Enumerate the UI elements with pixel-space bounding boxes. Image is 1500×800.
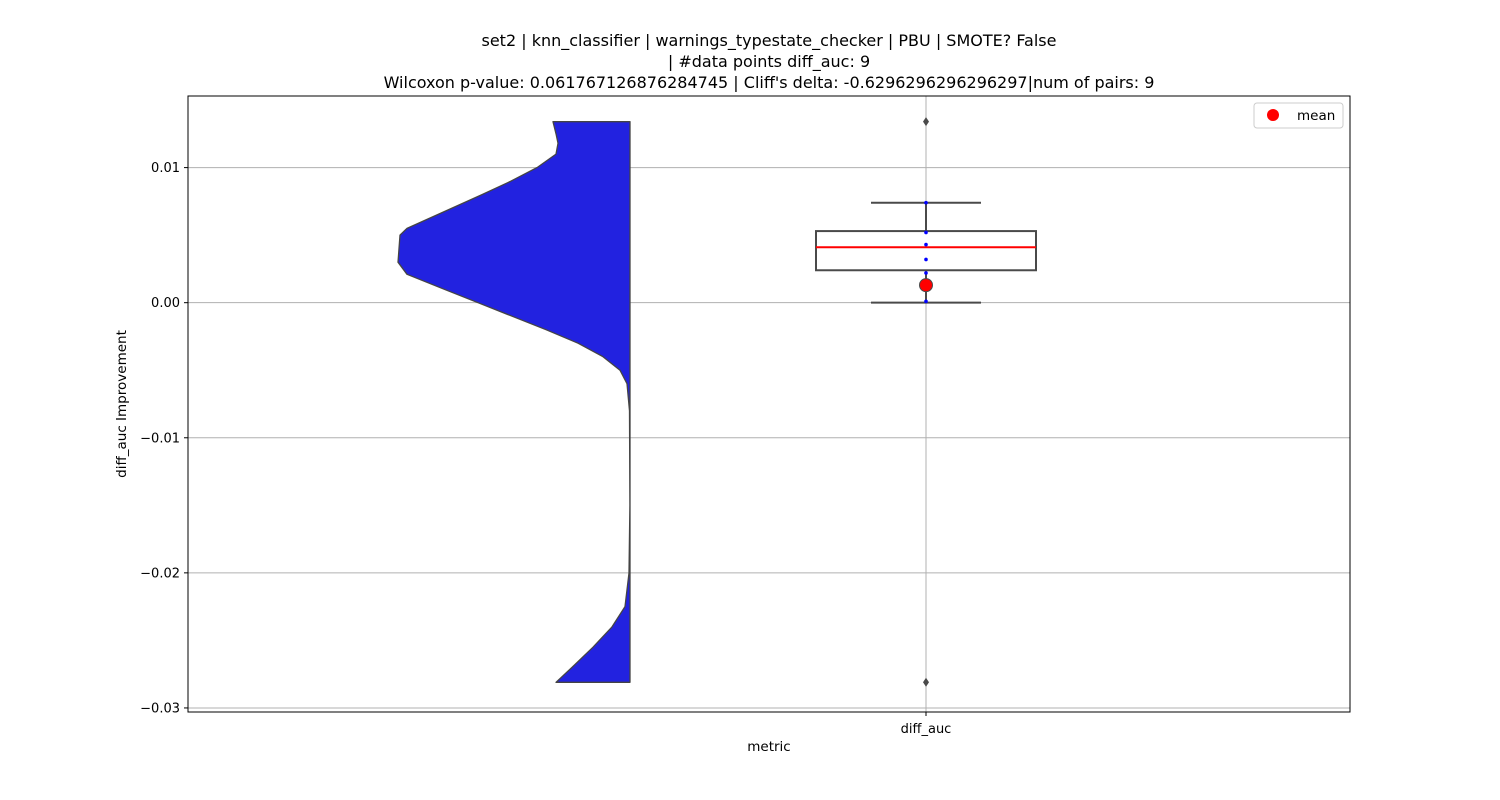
outlier-marker: [923, 117, 929, 127]
y-tick-label: 0.01: [151, 161, 180, 176]
y-tick-label: −0.01: [140, 431, 180, 446]
y-tick-label: −0.03: [140, 701, 180, 716]
y-tick-label: 0.00: [151, 296, 180, 311]
plot-frame: [187, 95, 1351, 713]
data-point: [924, 230, 928, 235]
y-axis-label: diff_auc Improvement: [114, 330, 130, 478]
data-point: [924, 257, 928, 262]
gridlines: [188, 96, 1350, 712]
box-layer: [815, 117, 1037, 687]
data-point: [924, 299, 928, 304]
data-point: [924, 271, 928, 275]
legend-box: [1253, 102, 1344, 129]
x-axis-ticks: diff_auc: [901, 712, 952, 737]
violin-layer: [397, 121, 631, 683]
legend-mean-marker: [1267, 109, 1279, 121]
chart-title-line-2: | #data points diff_auc: 9: [667, 52, 871, 71]
x-tick-label: diff_auc: [901, 722, 952, 737]
data-point: [924, 242, 928, 247]
iqr-box: [815, 230, 1037, 272]
data-point: [924, 200, 928, 205]
mean-marker: [919, 278, 933, 293]
violin-body: [397, 121, 631, 683]
y-tick-label: −0.02: [140, 566, 180, 581]
chart-title-line-1: set2 | knn_classifier | warnings_typesta…: [481, 31, 1057, 50]
legend-mean-label: mean: [1297, 108, 1335, 124]
legend: mean: [1253, 102, 1344, 129]
x-axis-label: metric: [747, 739, 790, 755]
chart-title-line-3: Wilcoxon p-value: 0.061767126876284745 |…: [383, 73, 1155, 92]
outlier-marker: [923, 677, 929, 687]
y-axis-ticks: 0.01 0.00 −0.01 −0.02 −0.03: [140, 161, 188, 716]
